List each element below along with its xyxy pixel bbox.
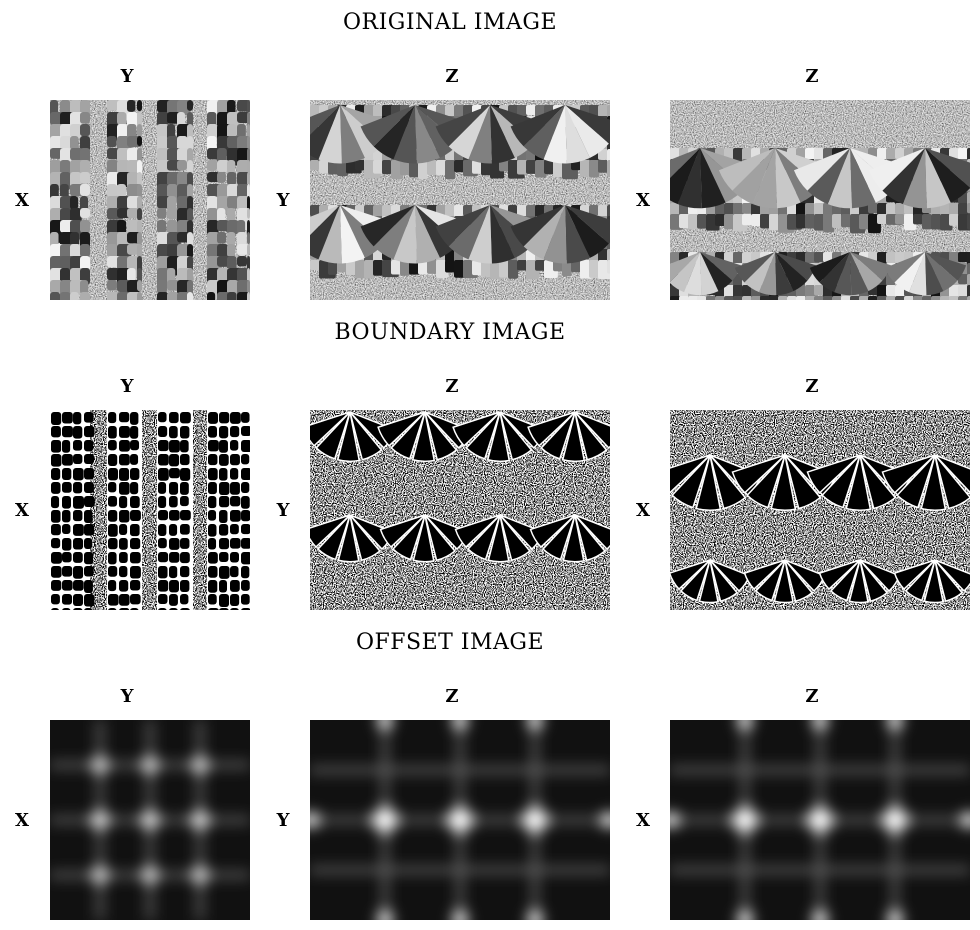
offset-image-yz	[310, 720, 610, 920]
axis-label-side: X	[636, 190, 650, 211]
axis-label-side: X	[15, 500, 29, 521]
axis-label-top: Y	[120, 66, 134, 87]
boundary-image-xz	[670, 410, 970, 610]
boundary-image-yz	[310, 410, 610, 610]
axis-label-side: Y	[276, 500, 290, 521]
axis-label-side: Y	[276, 810, 290, 831]
axis-label-top: Z	[805, 686, 819, 707]
axis-label-top: Y	[120, 686, 134, 707]
axis-label-top: Z	[805, 376, 819, 397]
axis-label-top: Z	[445, 686, 459, 707]
original-image-yz	[310, 100, 610, 300]
axis-label-top: Y	[120, 376, 134, 397]
offset-image-xz	[670, 720, 970, 920]
axis-label-top: Z	[805, 66, 819, 87]
axis-label-top: Z	[445, 376, 459, 397]
axis-label-side: X	[636, 500, 650, 521]
axis-label-side: X	[636, 810, 650, 831]
section-title-original: ORIGINAL IMAGE	[342, 10, 558, 35]
axis-label-top: Z	[445, 66, 459, 87]
boundary-image-xy	[50, 410, 250, 610]
axis-label-side: X	[15, 190, 29, 211]
axis-label-side: X	[15, 810, 29, 831]
original-image-xy	[50, 100, 250, 300]
section-title-boundary: BOUNDARY IMAGE	[334, 320, 566, 345]
section-title-offset: OFFSET IMAGE	[355, 630, 545, 655]
original-image-xz	[670, 100, 970, 300]
axis-label-side: Y	[276, 190, 290, 211]
offset-image-xy	[50, 720, 250, 920]
